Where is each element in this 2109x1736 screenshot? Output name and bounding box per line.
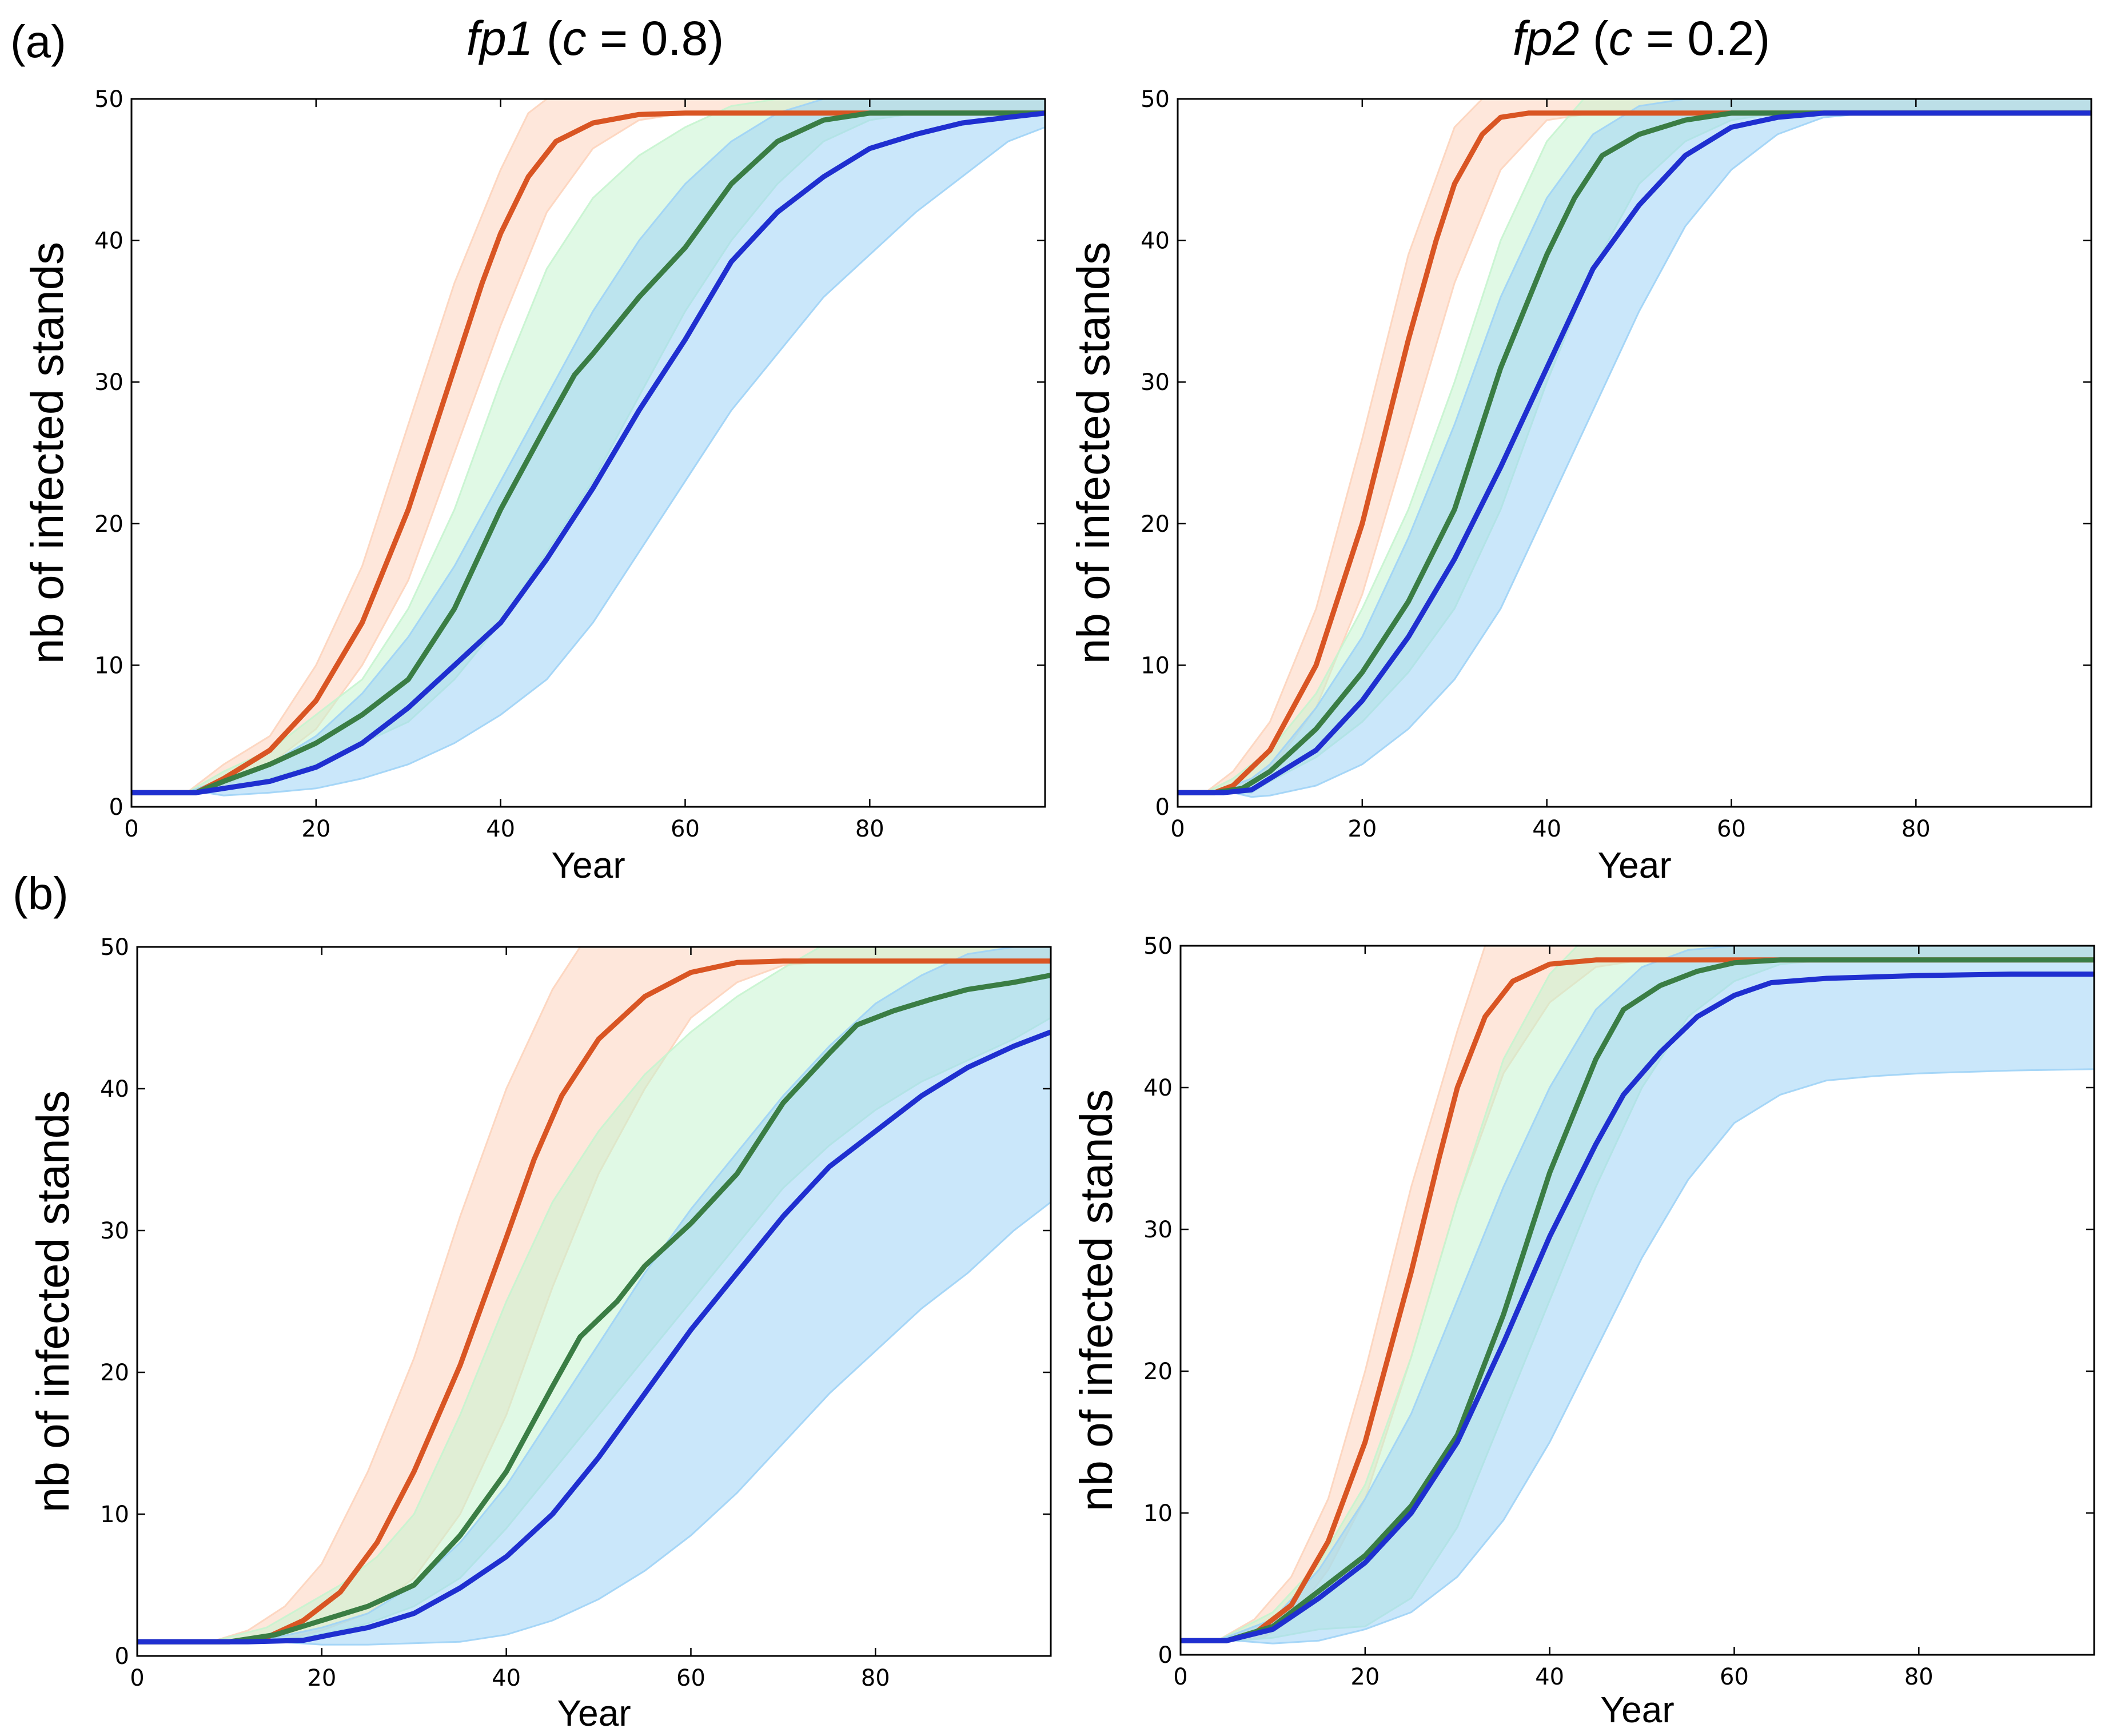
- y-axis-label: nb of infected stands: [27, 1090, 78, 1512]
- y-tick-label: 10: [100, 1502, 129, 1528]
- y-tick-label: 30: [1141, 369, 1170, 396]
- chart-panels: 0 20 40 60 80 0 10 20 30 40 50 Year nb of infected s…: [22, 86, 2095, 1734]
- orange-median-line: [131, 110, 1045, 795]
- y-tick-label: 10: [1141, 652, 1170, 679]
- x-axis-label: Year: [1600, 1689, 1674, 1730]
- orange-median-line: [1178, 110, 2091, 795]
- y-tick-label: 40: [94, 228, 123, 254]
- x-tick-label: 80: [855, 816, 884, 842]
- plot-area: [1178, 99, 2091, 798]
- x-axis-label: Year: [1597, 845, 1671, 886]
- x-tick-label: 80: [861, 1665, 890, 1691]
- x-tick-label: 0: [130, 1665, 144, 1691]
- blue-median-line: [1181, 971, 2094, 1643]
- x-tick-label: 60: [1720, 1664, 1749, 1690]
- y-tick-label: 0: [1158, 1642, 1173, 1669]
- y-tick-label: 20: [94, 511, 123, 537]
- axes-frame: [1179, 945, 2095, 1656]
- y-tick-label: 40: [1141, 228, 1170, 254]
- y-tick-label: 40: [100, 1076, 129, 1102]
- x-tick-label: 40: [1535, 1664, 1564, 1690]
- x-tick-label: 0: [124, 816, 138, 842]
- plot-area: [131, 99, 1045, 797]
- chart-panel-a-left: 0 20 40 60 80 0 10 20 30 40 50 Year nb of infected s…: [22, 86, 1046, 886]
- y-tick-label: 40: [1143, 1075, 1173, 1101]
- y-tick-label: 30: [100, 1218, 129, 1244]
- y-axis-label: nb of infected stands: [1071, 1089, 1122, 1511]
- x-tick-label: 20: [301, 816, 330, 842]
- y-tick-label: 20: [1141, 511, 1170, 537]
- y-axis-label: nb of infected stands: [1068, 242, 1119, 664]
- y-tick-label: 50: [1143, 933, 1173, 959]
- x-tick-label: 80: [1901, 816, 1931, 842]
- row-label-a: (a): [10, 16, 66, 67]
- x-axis-label: Year: [551, 845, 625, 886]
- plot-area: [137, 947, 1051, 1646]
- x-tick-label: 40: [486, 816, 515, 842]
- blue-median-line: [131, 110, 1045, 795]
- x-tick-label: 60: [671, 816, 700, 842]
- chart-panel-b-left: 0 20 40 60 80 0 10 20 30 40 50 Year nb of infected s…: [27, 934, 1052, 1734]
- axes-frame: [136, 946, 1052, 1657]
- axes-frame: [1177, 98, 2092, 808]
- blue-confidence-band: [137, 947, 1051, 1646]
- column-title-fp2: fp2 (c = 0.2): [1513, 11, 1771, 65]
- blue-confidence-band: [131, 99, 1045, 797]
- blue-confidence-band: [1181, 946, 2094, 1645]
- y-tick-label: 20: [100, 1360, 129, 1386]
- y-tick-label: 30: [94, 369, 123, 396]
- y-axis-label: nb of infected stands: [22, 242, 73, 664]
- x-axis-label: Year: [557, 1693, 631, 1734]
- blue-median-line: [137, 1029, 1051, 1645]
- y-tick-label: 50: [94, 86, 123, 113]
- x-tick-label: 20: [1347, 816, 1377, 842]
- green-median-line: [1181, 957, 2094, 1643]
- y-tick-label: 10: [94, 652, 123, 679]
- y-tick-label: 10: [1143, 1500, 1173, 1527]
- y-tick-label: 50: [100, 934, 129, 961]
- x-tick-label: 0: [1170, 816, 1185, 842]
- x-tick-label: 0: [1173, 1664, 1187, 1690]
- x-tick-label: 20: [1350, 1664, 1380, 1690]
- chart-panel-b-right: 0 20 40 60 80 0 10 20 30 40 50 Year nb of infected s…: [1071, 933, 2095, 1730]
- green-median-line: [131, 110, 1045, 795]
- y-tick-label: 0: [109, 794, 123, 821]
- x-tick-label: 60: [1717, 816, 1746, 842]
- orange-median-line: [137, 958, 1051, 1645]
- row-label-b: (b): [13, 868, 69, 919]
- y-tick-label: 0: [1155, 794, 1170, 821]
- y-tick-label: 0: [115, 1643, 129, 1670]
- x-tick-label: 40: [492, 1665, 521, 1691]
- y-tick-label: 20: [1143, 1359, 1173, 1385]
- blue-median-line: [1178, 110, 2091, 795]
- y-tick-label: 30: [1143, 1217, 1173, 1243]
- chart-panel-a-right: 0 20 40 60 80 0 10 20 30 40 50 Year nb of infected s…: [1068, 86, 2092, 886]
- x-tick-label: 60: [676, 1665, 705, 1691]
- column-title-fp1: fp1 (c = 0.8): [467, 11, 724, 65]
- green-median-line: [1178, 110, 2091, 795]
- x-tick-label: 40: [1532, 816, 1561, 842]
- plot-area: [1181, 946, 2094, 1645]
- x-tick-label: 20: [307, 1665, 336, 1691]
- axes-frame: [130, 98, 1046, 808]
- x-tick-label: 80: [1904, 1664, 1933, 1690]
- y-tick-label: 50: [1141, 86, 1170, 113]
- green-median-line: [137, 973, 1051, 1645]
